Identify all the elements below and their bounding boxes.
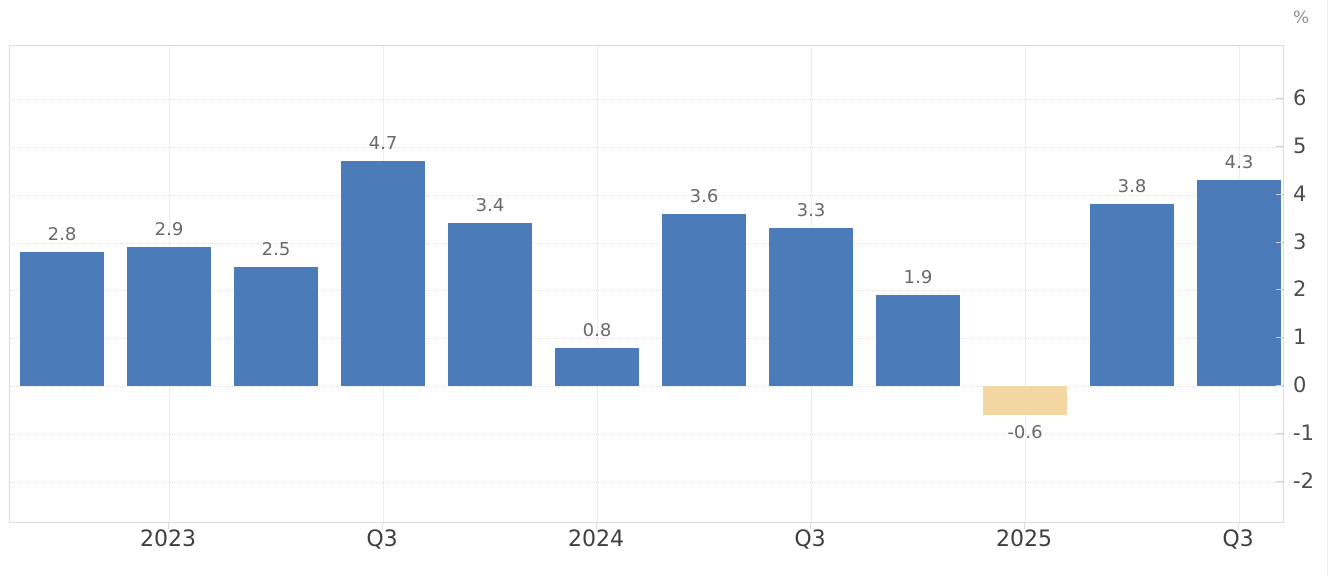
x-tick-label: 2023 xyxy=(140,527,196,552)
y-axis-tick xyxy=(1276,146,1284,147)
h-gridline xyxy=(10,194,1283,196)
y-axis-tick xyxy=(1276,289,1284,291)
bar-value-label: 3.8 xyxy=(1117,176,1147,198)
bar-value-label: 1.9 xyxy=(903,267,933,289)
bar-value-label: 4.3 xyxy=(1224,152,1254,174)
bar-value-label: 4.7 xyxy=(368,133,398,155)
bar-value-label: 0.8 xyxy=(582,319,612,341)
y-axis-tick xyxy=(1276,385,1284,386)
x-axis-tick xyxy=(1238,523,1239,529)
bar-value-label: 3.4 xyxy=(475,195,505,217)
y-axis-unit-label: % xyxy=(1293,8,1310,28)
y-axis-tick xyxy=(1276,432,1284,434)
bar[interactable] xyxy=(341,161,425,386)
bar[interactable] xyxy=(234,266,318,386)
y-axis-tick xyxy=(1276,480,1284,482)
y-tick-label: 2 xyxy=(1293,277,1307,302)
h-gridline xyxy=(10,290,1283,292)
x-tick-label: Q3 xyxy=(1222,527,1254,552)
x-axis-tick xyxy=(810,523,811,529)
x-axis-tick xyxy=(1024,523,1025,529)
bar[interactable] xyxy=(20,252,104,386)
bar-value-label: 2.8 xyxy=(47,224,77,246)
y-tick-label: -1 xyxy=(1293,420,1314,445)
y-tick-label: 3 xyxy=(1293,229,1307,254)
bar[interactable] xyxy=(127,247,211,386)
bar[interactable] xyxy=(1197,180,1281,386)
h-gridline xyxy=(10,433,1283,435)
y-axis-tick xyxy=(1276,193,1284,195)
y-tick-label: -2 xyxy=(1293,468,1314,493)
plot-area: 2.8 2.9 2.5 4.7 3.4 0.8 3.6 3.3 1.9 -0.6 3.8 4.3 xyxy=(9,45,1284,523)
x-tick-label: 2025 xyxy=(996,527,1052,552)
bar[interactable] xyxy=(769,228,853,386)
bar-value-label: 2.5 xyxy=(261,238,291,260)
bar-value-label: 2.9 xyxy=(154,219,184,241)
x-axis-tick xyxy=(382,523,383,529)
y-tick-label: 6 xyxy=(1293,86,1307,111)
x-tick-label: Q3 xyxy=(366,527,398,552)
x-axis-tick xyxy=(168,523,169,529)
bar[interactable] xyxy=(662,213,746,386)
y-tick-label: 4 xyxy=(1293,181,1307,206)
h-gridline xyxy=(10,242,1283,244)
x-tick-label: 2024 xyxy=(568,527,624,552)
h-gridline xyxy=(10,338,1283,340)
y-tick-label: 0 xyxy=(1293,373,1307,397)
bar[interactable] xyxy=(876,295,960,386)
bar[interactable] xyxy=(983,386,1067,415)
v-gridline xyxy=(1025,46,1026,522)
y-tick-label: 5 xyxy=(1293,134,1307,158)
h-gridline xyxy=(10,481,1283,483)
bar[interactable] xyxy=(555,347,639,386)
y-axis-tick xyxy=(1276,241,1284,243)
y-tick-label: 1 xyxy=(1293,325,1307,350)
h-gridline xyxy=(10,386,1283,387)
bar[interactable] xyxy=(448,223,532,386)
x-axis-tick xyxy=(596,523,597,529)
v-gridline xyxy=(597,46,598,522)
h-gridline xyxy=(10,99,1283,101)
h-gridline xyxy=(10,147,1283,148)
y-axis-tick xyxy=(1276,337,1284,339)
bar-value-label: -0.6 xyxy=(1007,421,1043,443)
bar-value-label: 3.6 xyxy=(689,185,719,207)
bar[interactable] xyxy=(1090,204,1174,386)
y-axis-tick xyxy=(1276,98,1284,100)
page-divider xyxy=(1327,0,1328,576)
bar-value-label: 3.3 xyxy=(796,200,826,222)
x-tick-label: Q3 xyxy=(794,527,826,552)
